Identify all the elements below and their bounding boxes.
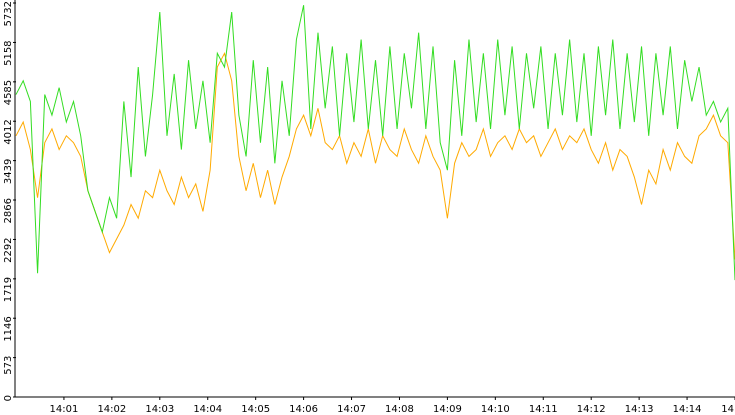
y-tick-label: 1719	[3, 277, 14, 302]
x-tick-label: 14:11	[529, 404, 558, 415]
x-tick-label: 14:01	[50, 404, 79, 415]
series-line	[15, 51, 735, 260]
x-tick-label: 14:02	[97, 404, 126, 415]
x-tick-label: 14:10	[481, 404, 510, 415]
y-tick-label: 5158	[3, 40, 14, 65]
x-tick-label: 14:09	[433, 404, 462, 415]
series-line	[15, 5, 735, 281]
y-tick-label: 4585	[3, 80, 14, 105]
y-tick-label: 3439	[3, 159, 14, 184]
x-tick-label: 14	[721, 404, 734, 415]
x-tick-label: 14:07	[337, 404, 366, 415]
x-tick-label: 14:04	[193, 404, 222, 415]
y-tick-label: 5732	[3, 1, 14, 26]
y-tick-label: 1146	[3, 316, 14, 341]
y-tick-label: 573	[3, 356, 14, 375]
x-tick-label: 14:03	[145, 404, 174, 415]
y-tick-label: 0	[3, 395, 14, 401]
x-tick-label: 14:13	[625, 404, 654, 415]
y-tick-label: 4012	[3, 119, 14, 144]
x-tick-label: 14:06	[289, 404, 318, 415]
x-tick-label: 14:05	[241, 404, 270, 415]
y-tick-label: 2292	[3, 237, 14, 262]
x-tick-label: 14:08	[385, 404, 414, 415]
x-tick-label: 14:14	[673, 404, 702, 415]
x-tick-label: 14:12	[577, 404, 606, 415]
y-tick-label: 2866	[3, 198, 14, 223]
